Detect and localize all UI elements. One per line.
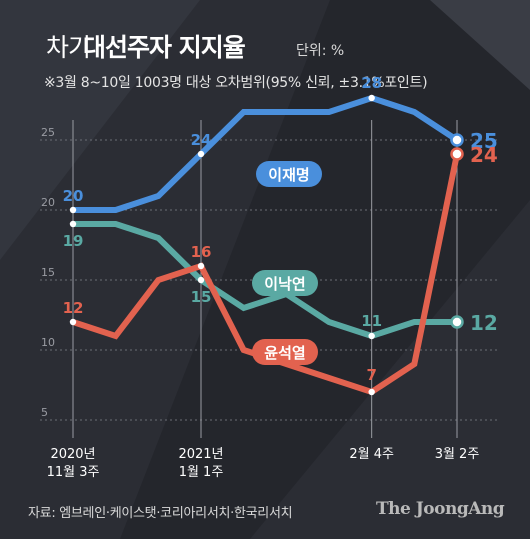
- source-note: 자료: 엠브레인·케이스탯·코리아리서치·한국리서치: [28, 506, 293, 521]
- data-point: [69, 318, 77, 326]
- data-label: 28: [361, 74, 382, 92]
- brand-logo: The JoongAng: [376, 499, 505, 519]
- data-point: [450, 147, 464, 161]
- x-tick-label: 2020년: [50, 447, 95, 462]
- data-point: [368, 94, 375, 102]
- x-tick-label: 1월 1주: [179, 465, 224, 480]
- data-label: 15: [191, 288, 212, 306]
- series-0: 20 24 28 25 이재명: [63, 74, 498, 214]
- series-tag: [256, 161, 322, 187]
- series-line: [73, 94, 459, 213]
- series-name-label: 이재명: [268, 166, 309, 184]
- data-point: [450, 133, 464, 147]
- series-tag: [252, 270, 318, 296]
- data-label: 7: [366, 366, 376, 384]
- y-tick-label: 25: [41, 126, 55, 139]
- end-label: 12: [470, 311, 498, 335]
- gridlines: 5 10 15 20 25 2020년 11월 3주 2021년 1월 1주 2월 4주 3월 2주: [40, 120, 500, 480]
- page-title: 대선주자 지지율: [83, 33, 246, 62]
- data-point: [368, 332, 375, 340]
- y-tick-label: 5: [41, 406, 48, 419]
- data-point: [69, 206, 77, 214]
- series-1: 19 15 11 12 이낙연: [63, 220, 498, 340]
- data-label: 12: [63, 299, 84, 317]
- data-label: 20: [63, 187, 84, 205]
- data-point: [450, 315, 464, 329]
- y-tick-label: 20: [41, 196, 55, 209]
- data-label: 19: [63, 232, 84, 250]
- x-tick-label: 11월 3주: [47, 465, 100, 480]
- y-tick-label: 10: [41, 336, 55, 349]
- y-tick-label: 15: [41, 266, 55, 279]
- x-tick-label: 3월 2주: [435, 447, 480, 462]
- data-point: [197, 262, 205, 270]
- data-point: [197, 150, 205, 158]
- data-label: 16: [191, 243, 212, 261]
- series-name-label: 이낙연: [264, 275, 305, 293]
- title-prefix: 차기: [46, 33, 91, 62]
- data-point: [197, 276, 205, 284]
- end-label: 24: [470, 143, 498, 167]
- data-point: [69, 220, 77, 228]
- data-point: [368, 388, 375, 396]
- series-2: 12 16 7 24 윤석열: [63, 143, 498, 396]
- series-line: [73, 221, 457, 340]
- x-tick-label: 2월 4주: [349, 447, 394, 462]
- end-label: 25: [470, 129, 498, 153]
- series-name-label: 윤석열: [264, 344, 305, 362]
- survey-note: ※3월 8~10일 1003명 대상 오차범위(95% 신뢰, ±3.1%포인트…: [44, 75, 428, 91]
- x-tick-label: 2021년: [178, 447, 223, 462]
- data-label: 11: [361, 312, 382, 330]
- unit-label: 단위: %: [296, 43, 345, 59]
- data-label: 24: [191, 131, 212, 149]
- series-tag: [252, 339, 318, 365]
